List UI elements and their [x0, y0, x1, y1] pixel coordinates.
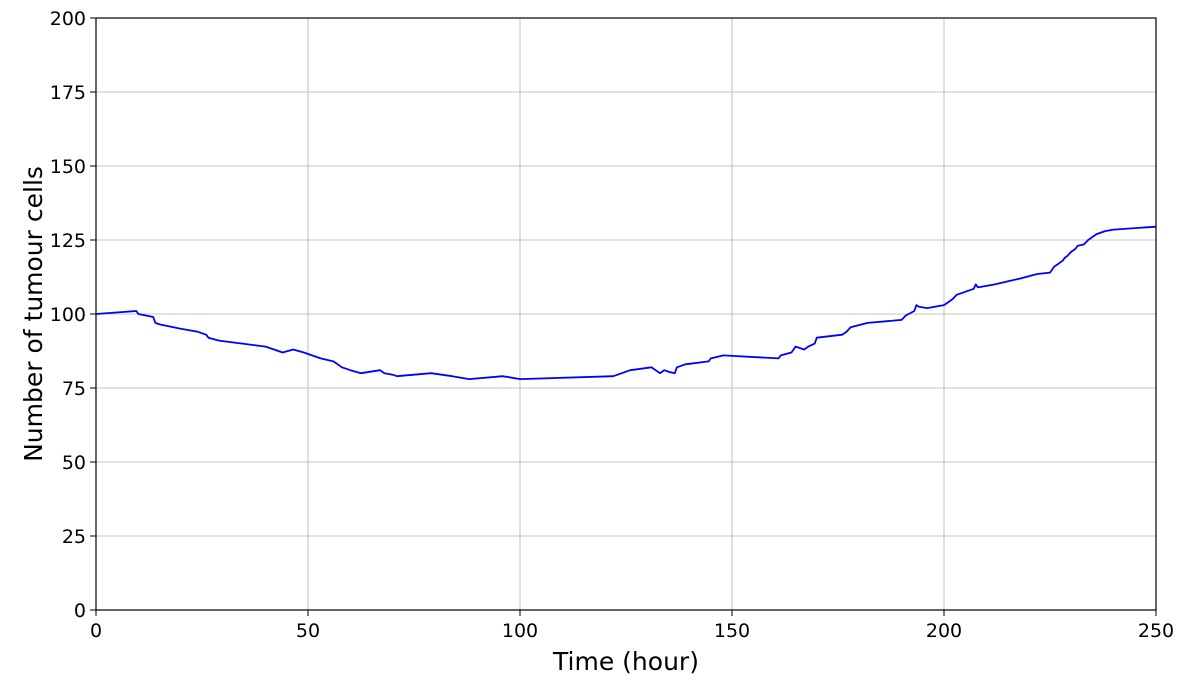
y-tick-label: 200 — [50, 8, 86, 30]
x-axis-title: Time (hour) — [552, 647, 699, 676]
x-ticks: 0 50 100 150 200 250 — [90, 610, 1174, 642]
x-tick-label: 250 — [1138, 620, 1174, 642]
y-tick-label: 175 — [50, 82, 86, 104]
y-tick-label: 75 — [62, 378, 86, 400]
x-tick-label: 50 — [296, 620, 320, 642]
y-tick-label: 50 — [62, 452, 86, 474]
y-ticks: 0 25 50 75 100 125 150 175 200 — [50, 8, 96, 622]
y-tick-label: 100 — [50, 304, 86, 326]
y-tick-label: 0 — [74, 600, 86, 622]
y-gridlines — [96, 17, 1156, 611]
y-tick-label: 25 — [62, 526, 86, 548]
y-tick-label: 150 — [50, 156, 86, 178]
x-tick-label: 200 — [926, 620, 962, 642]
x-tick-label: 0 — [90, 620, 102, 642]
y-axis-title: Number of tumour cells — [19, 166, 48, 462]
x-tick-label: 100 — [502, 620, 538, 642]
x-tick-label: 150 — [714, 620, 750, 642]
y-tick-label: 125 — [50, 230, 86, 252]
series-line — [95, 225, 1157, 380]
